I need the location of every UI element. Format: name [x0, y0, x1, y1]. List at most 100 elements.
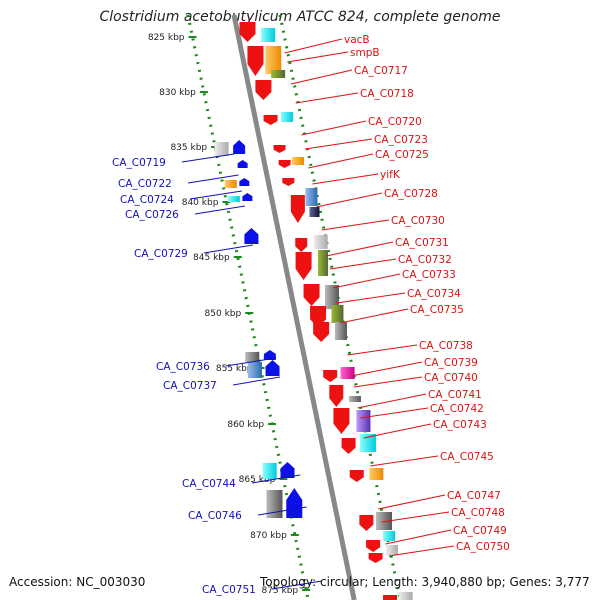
forward-label-leader: [360, 407, 429, 419]
forward-gene-arrow: [313, 322, 330, 342]
scale-tick-label: 875 kbp: [261, 586, 298, 596]
forward-gene-label: CA_C0745: [440, 451, 494, 463]
forward-label-leader: [329, 258, 397, 270]
forward-gene-label: CA_C0750: [456, 541, 510, 553]
forward-gene-label: CA_C0740: [424, 372, 478, 384]
reverse-gene-label: CA_C0726: [125, 209, 179, 221]
topology-text: Topology: circular; Length: 3,940,880 bp…: [260, 575, 590, 589]
reverse-gene-label: CA_C0722: [118, 178, 172, 190]
forward-gene-label: CA_C0741: [428, 389, 482, 401]
forward-gene-box: [334, 322, 347, 340]
forward-gene-arrow: [349, 470, 364, 482]
reverse-gene-label: CA_C0751: [202, 584, 256, 596]
forward-gene-label: CA_C0734: [407, 288, 461, 300]
forward-gene-arrow: [383, 595, 398, 600]
forward-gene-box: [292, 157, 305, 165]
forward-gene-label: CA_C0730: [391, 215, 445, 227]
forward-label-leader: [326, 241, 394, 257]
reverse-gene-box: [262, 463, 277, 479]
reverse-gene-box: [227, 196, 240, 202]
reverse-label-leader: [189, 190, 242, 200]
scale-tick-label: 835 kbp: [170, 143, 207, 153]
scale-tick-label: 840 kbp: [182, 198, 219, 208]
forward-gene-label: CA_C0723: [374, 134, 428, 146]
forward-label-leader: [312, 173, 379, 185]
forward-gene-label: CA_C0731: [395, 237, 449, 249]
forward-gene-arrow: [368, 553, 383, 563]
forward-gene-arrow: [273, 145, 286, 153]
accession-text: Accession: NC_003030: [9, 575, 146, 589]
forward-gene-box: [265, 46, 282, 74]
sequence-backbone: [231, 14, 357, 600]
forward-gene-box: [356, 410, 371, 432]
reverse-gene-arrow: [286, 488, 303, 518]
reverse-gene-label: CA_C0729: [134, 248, 188, 260]
forward-label-leader: [347, 344, 418, 356]
reverse-gene-arrow: [263, 350, 276, 360]
scale-tick-label: 860 kbp: [227, 420, 264, 430]
forward-gene-box: [324, 285, 339, 309]
forward-label-leader: [353, 376, 423, 388]
reverse-label-leader: [187, 174, 239, 184]
forward-gene-label: CA_C0725: [375, 149, 429, 161]
scale-tick-label: 865 kbp: [239, 475, 276, 485]
reverse-label-leader: [194, 205, 245, 215]
forward-label-leader: [381, 511, 450, 523]
forward-gene-label: CA_C0748: [451, 507, 505, 519]
forward-label-leader: [321, 219, 390, 231]
forward-gene-label: CA_C0749: [453, 525, 507, 537]
scale-tick-label: 850 kbp: [205, 309, 242, 319]
forward-label-leader: [290, 69, 353, 85]
reverse-label-leader: [257, 506, 307, 516]
reverse-gene-arrow: [280, 462, 295, 478]
forward-gene-label: vacB: [344, 34, 370, 46]
reverse-label-leader: [225, 357, 277, 367]
reverse-gene-box: [224, 180, 237, 188]
forward-label-leader: [332, 273, 401, 289]
scale-tick-label: 870 kbp: [250, 531, 287, 541]
forward-label-leader: [388, 545, 455, 557]
scale-ruler-line: [278, 14, 402, 600]
forward-label-leader: [287, 51, 349, 63]
forward-gene-label: CA_C0739: [424, 357, 478, 369]
forward-label-leader: [308, 153, 374, 169]
forward-gene-arrow: [282, 178, 295, 186]
forward-gene-box: [348, 396, 361, 402]
forward-gene-box: [261, 28, 276, 42]
forward-gene-label: CA_C0718: [360, 88, 414, 100]
forward-gene-label: CA_C0728: [384, 188, 438, 200]
reverse-gene-box: [266, 490, 283, 518]
forward-gene-label: CA_C0738: [419, 340, 473, 352]
track-layer: 825 kbp 830 kbp 835 kbp 840 kbp 845 kbp 850 k…: [112, 14, 510, 600]
map-title: Clostridium acetobutylicum ATCC 824, com…: [99, 9, 501, 25]
reverse-label-leader: [271, 580, 323, 590]
reverse-gene-label: CA_C0744: [182, 478, 236, 490]
forward-gene-arrow: [303, 284, 320, 306]
forward-gene-arrow: [255, 80, 272, 100]
reverse-gene-box: [247, 362, 262, 378]
forward-gene-box: [359, 434, 376, 452]
forward-gene-arrow: [333, 408, 350, 434]
forward-gene-box: [385, 545, 398, 555]
forward-gene-box: [271, 70, 286, 78]
forward-label-leader: [357, 393, 427, 409]
forward-label-leader: [316, 192, 383, 208]
reverse-gene-arrow: [242, 193, 253, 201]
forward-gene-arrow: [359, 515, 374, 531]
reverse-gene-arrow: [233, 140, 246, 154]
reverse-gene-box: [245, 352, 260, 362]
forward-gene-arrow: [329, 385, 344, 407]
forward-gene-label: CA_C0735: [410, 304, 464, 316]
forward-gene-label: CA_C0720: [368, 116, 422, 128]
reverse-gene-arrow: [244, 228, 259, 244]
forward-gene-label: CA_C0743: [433, 419, 487, 431]
forward-label-leader: [301, 120, 367, 136]
forward-gene-box: [340, 367, 355, 379]
forward-gene-label: CA_C0742: [430, 403, 484, 415]
forward-label-leader: [305, 138, 373, 150]
forward-gene-box: [309, 207, 320, 217]
scale-tick-label: 830 kbp: [159, 88, 196, 98]
forward-label-leader: [339, 308, 409, 324]
